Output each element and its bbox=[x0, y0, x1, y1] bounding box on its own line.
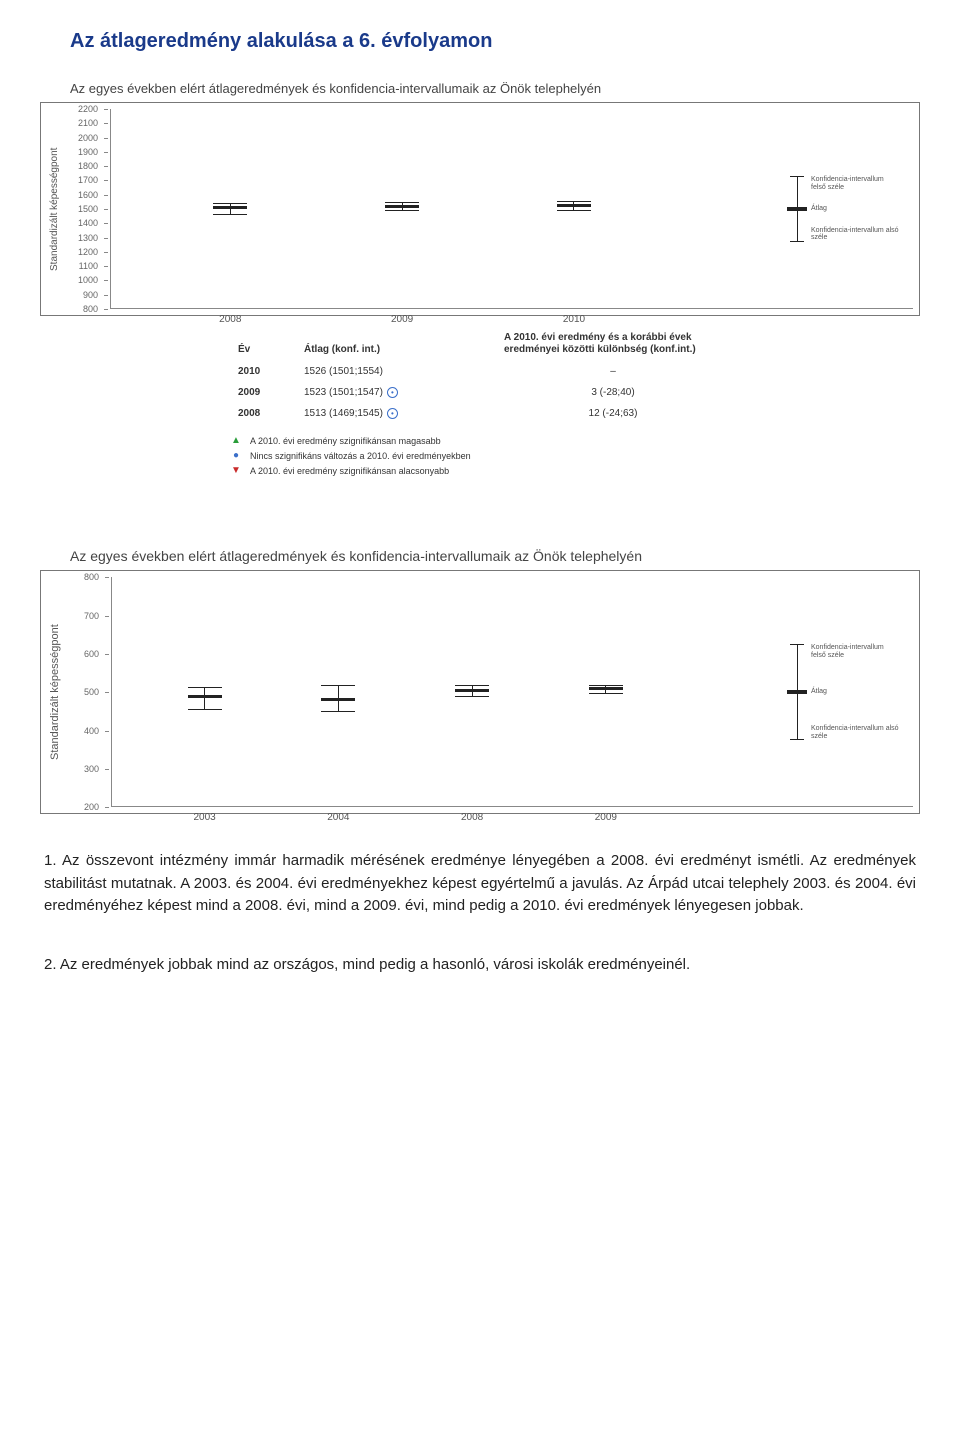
ytick: 1400 bbox=[64, 218, 104, 228]
chart2-subtitle: Az egyes években elért átlageredmények é… bbox=[70, 548, 920, 564]
ytick: 2200 bbox=[64, 104, 104, 114]
ci-marker bbox=[455, 685, 489, 698]
legend-row: ●Nincs szignifikáns változás a 2010. évi… bbox=[230, 448, 730, 463]
ci-marker bbox=[321, 685, 355, 711]
chart2-plot: Konfidencia-intervallum felső széle Átla… bbox=[69, 577, 913, 807]
table-row: 20081513 (1469;1545)•12 (-24;63) bbox=[232, 404, 728, 423]
chart2-frame: Standardizált képességpont bbox=[40, 570, 920, 814]
table-row: 20091523 (1501;1547)•3 (-28;40) bbox=[232, 383, 728, 402]
xtick: 2003 bbox=[194, 812, 216, 823]
ytick: 700 bbox=[65, 611, 105, 621]
col-diff: A 2010. évi eredmény és a korábbi évek e… bbox=[498, 328, 728, 360]
xtick: 2008 bbox=[219, 314, 241, 325]
ytick: 2100 bbox=[64, 118, 104, 128]
ytick: 800 bbox=[65, 572, 105, 582]
significance-legend: ▲A 2010. évi eredmény szignifikánsan mag… bbox=[230, 433, 730, 478]
ytick: 1700 bbox=[64, 175, 104, 185]
ci-marker bbox=[385, 202, 419, 211]
ytick: 1800 bbox=[64, 161, 104, 171]
ytick: 600 bbox=[65, 649, 105, 659]
ci-marker bbox=[589, 685, 623, 693]
results-table: Év Átlag (konf. int.) A 2010. évi eredmé… bbox=[230, 326, 730, 425]
ci-marker bbox=[557, 201, 591, 211]
chart1-ylabel: Standardizált képességpont bbox=[47, 109, 62, 309]
chart2-ylabel: Standardizált képességpont bbox=[47, 577, 63, 807]
chart2-legend: Konfidencia-intervallum felső széle Átla… bbox=[789, 644, 899, 740]
chart1-plot: Konfidencia-intervallum felső széle Átla… bbox=[68, 109, 913, 309]
ytick: 200 bbox=[65, 802, 105, 812]
paragraph-1: 1. Az összevont intézmény immár harmadik… bbox=[44, 850, 916, 918]
chart1-subtitle: Az egyes években elért átlageredmények é… bbox=[70, 81, 920, 96]
xtick: 2008 bbox=[461, 812, 483, 823]
ytick: 1000 bbox=[64, 275, 104, 285]
xtick: 2009 bbox=[391, 314, 413, 325]
ytick: 300 bbox=[65, 764, 105, 774]
ytick: 1900 bbox=[64, 147, 104, 157]
ytick: 1200 bbox=[64, 247, 104, 257]
ci-marker bbox=[213, 203, 247, 216]
paragraph-2: 2. Az eredmények jobbak mind az országos… bbox=[44, 954, 916, 977]
chart1-frame: Standardizált képességpont bbox=[40, 102, 920, 316]
ytick: 500 bbox=[65, 687, 105, 697]
page-title: Az átlageredmény alakulása a 6. évfolyam… bbox=[70, 30, 920, 53]
ytick: 1300 bbox=[64, 233, 104, 243]
ytick: 1600 bbox=[64, 190, 104, 200]
col-year: Év bbox=[232, 328, 296, 360]
xtick: 2009 bbox=[595, 812, 617, 823]
legend-row: ▼A 2010. évi eredmény szignifikánsan ala… bbox=[230, 463, 730, 478]
xtick: 2004 bbox=[327, 812, 349, 823]
legend-row: ▲A 2010. évi eredmény szignifikánsan mag… bbox=[230, 433, 730, 448]
chart1-legend: Konfidencia-intervallum felső széle Átla… bbox=[789, 176, 899, 242]
col-avg: Átlag (konf. int.) bbox=[298, 328, 496, 360]
ytick: 400 bbox=[65, 726, 105, 736]
ytick: 1500 bbox=[64, 204, 104, 214]
ytick: 2000 bbox=[64, 133, 104, 143]
ci-marker bbox=[188, 687, 222, 710]
xtick: 2010 bbox=[563, 314, 585, 325]
ytick: 800 bbox=[64, 304, 104, 314]
table-row: 20101526 (1501;1554)– bbox=[232, 362, 728, 381]
ytick: 900 bbox=[64, 290, 104, 300]
ytick: 1100 bbox=[64, 261, 104, 271]
